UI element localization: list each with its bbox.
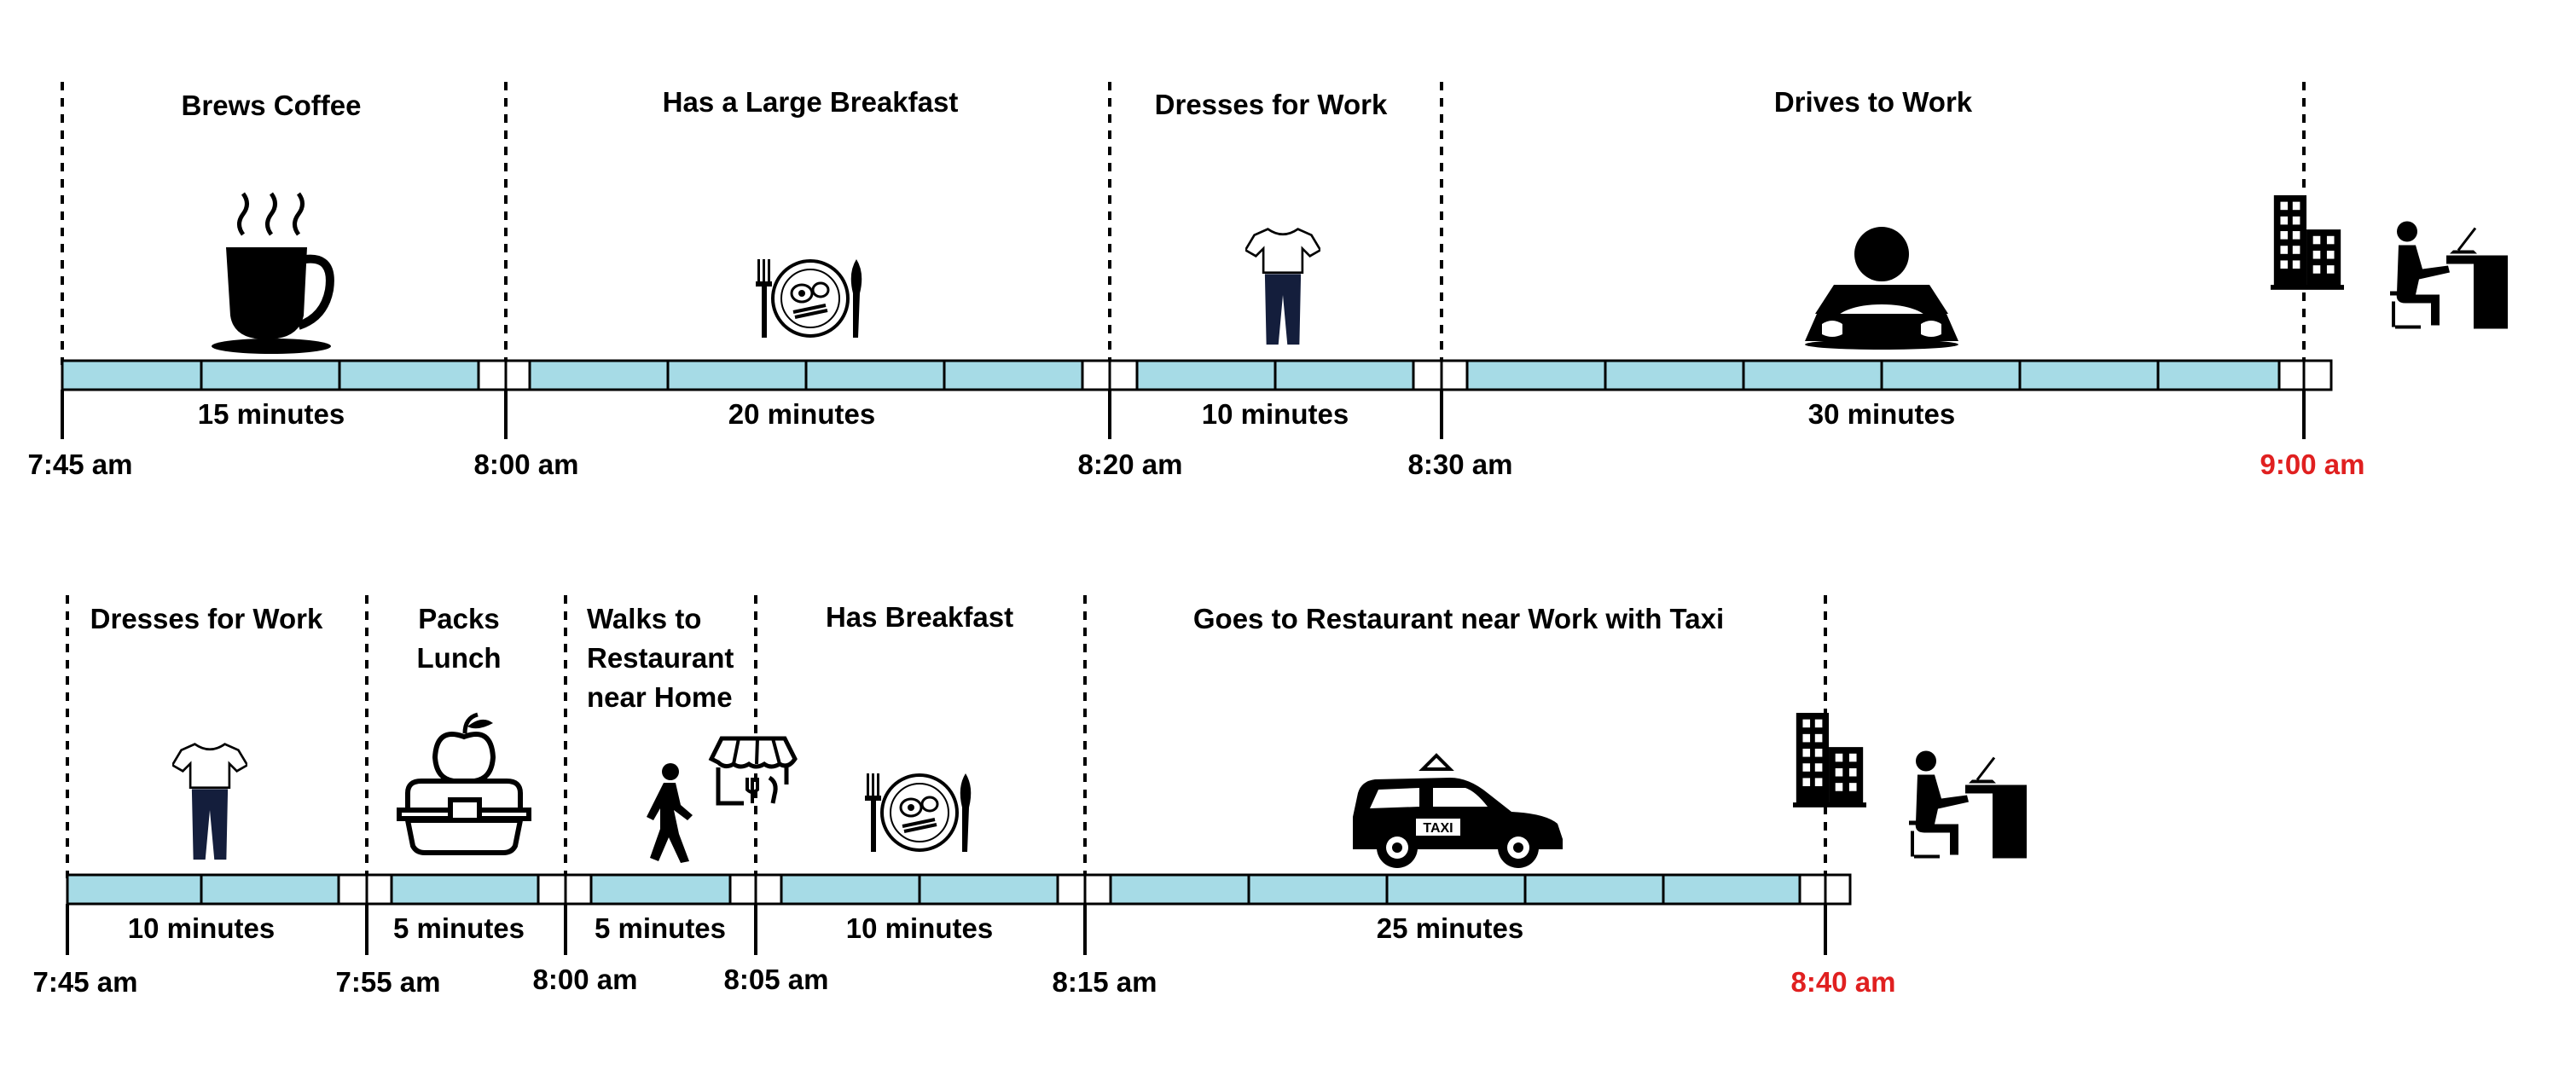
duration-label: 25 minutes <box>1377 912 1523 944</box>
duration-label: 20 minutes <box>728 398 875 430</box>
time-label: 8:30 am <box>1408 449 1513 480</box>
time-label: 8:20 am <box>1078 449 1183 480</box>
activity-label: Has Breakfast <box>826 601 1013 633</box>
activity-label: Lunch <box>417 642 502 674</box>
person-at-desk-icon <box>1907 749 2027 860</box>
clothes-icon <box>172 743 247 861</box>
time-label: 7:55 am <box>336 966 441 998</box>
breakfast-plate-icon <box>863 772 973 854</box>
time-label: 8:05 am <box>724 964 829 995</box>
time-label: 8:15 am <box>1053 966 1157 998</box>
bar-segment-drives <box>1465 359 2281 391</box>
duration-label: 10 minutes <box>128 912 275 944</box>
activity-label: Has a Large Breakfast <box>663 86 959 118</box>
duration-label: 5 minutes <box>393 912 525 944</box>
activity-label: Goes to Restaurant near Work with Taxi <box>1193 603 1724 634</box>
activity-label: near Home <box>587 681 733 713</box>
person-at-desk-icon <box>2388 219 2508 331</box>
time-label: 8:00 am <box>474 449 579 480</box>
duration-label: 15 minutes <box>198 398 345 430</box>
duration-label: 10 minutes <box>1202 398 1349 430</box>
bar-segment-walks <box>589 873 732 906</box>
office-building-icon <box>1793 712 1866 808</box>
activity-label: Drives to Work <box>1774 86 1973 118</box>
end-time-label: 9:00 am <box>2260 449 2365 480</box>
activity-label: Dresses for Work <box>90 603 323 634</box>
activity-label: Dresses for Work <box>1155 89 1388 120</box>
bar-segment-dresses <box>66 873 340 906</box>
duration-label: 10 minutes <box>846 912 993 944</box>
lunchbox-icon <box>397 712 531 855</box>
restaurant-store-icon <box>708 736 798 806</box>
svg-text:TAXI: TAXI <box>1423 821 1453 836</box>
taxi-icon: TAXI <box>1353 753 1563 868</box>
car-driver-icon <box>1805 227 1958 350</box>
activity-label: Walks to <box>587 603 701 634</box>
walking-person-icon <box>647 763 693 863</box>
duration-label: 5 minutes <box>595 912 726 944</box>
coffee-cup-icon <box>212 192 334 354</box>
breakfast-plate-icon <box>754 258 864 339</box>
separator-lines <box>61 82 2306 365</box>
bar-segment-packs-lunch <box>390 873 540 906</box>
bar-segment-taxi <box>1109 873 1801 906</box>
time-label: 8:00 am <box>533 964 638 995</box>
activity-label: Packs <box>418 603 499 634</box>
timeline-top: Brews Coffee Has a Large Breakfast Dress… <box>28 82 2508 480</box>
bar-segment-brews-coffee <box>61 359 480 391</box>
clothes-icon <box>1245 228 1320 346</box>
activity-label: Restaurant <box>587 642 734 674</box>
activity-label: Brews Coffee <box>182 90 362 121</box>
office-building-icon <box>2271 194 2344 290</box>
end-time-label: 8:40 am <box>1791 966 1896 998</box>
timeline-bottom: Dresses for Work Packs Lunch Walks to Re… <box>33 595 2027 998</box>
duration-label: 30 minutes <box>1808 398 1955 430</box>
time-label: 7:45 am <box>28 449 133 480</box>
time-label: 7:45 am <box>33 966 138 998</box>
